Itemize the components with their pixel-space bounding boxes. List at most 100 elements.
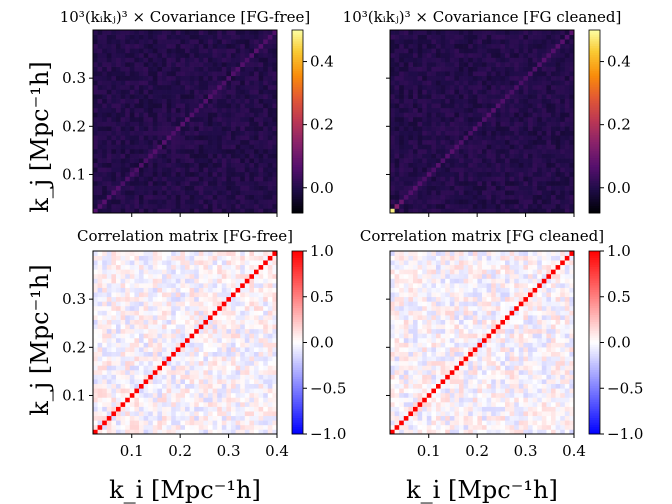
heatmap-cell [102,283,108,288]
heatmap-cell [417,144,423,150]
heatmap-cell [139,269,144,275]
heatmap-cell [532,62,538,67]
heatmap-cell [221,397,227,403]
heatmap-cell [194,139,200,145]
heatmap-cell [97,264,103,270]
heatmap-cell [120,80,126,86]
diagonal-cell [240,283,246,288]
heatmap-cell [134,135,140,141]
heatmap-cell [514,162,520,168]
heatmap-cell [139,315,144,320]
heatmap-cell [120,167,126,173]
heatmap-cell [495,176,501,182]
heatmap-cell [445,112,451,118]
heatmap-cell [244,273,250,279]
heatmap-cell [564,153,570,159]
heatmap-cell [97,420,103,426]
heatmap-cell [212,71,218,77]
heatmap-cell [249,34,255,40]
heatmap-cell [463,80,469,86]
heatmap-cell [440,203,446,209]
heatmap-cell [106,328,112,334]
heatmap-cell [546,180,552,186]
heatmap-cell [139,144,144,150]
heatmap-cell [500,71,506,77]
heatmap-cell [203,273,209,279]
heatmap-cell [272,43,278,49]
heatmap-cell [106,251,112,256]
heatmap-cell [198,171,204,177]
heatmap-cell [240,116,246,122]
heatmap-cell [97,180,103,186]
heatmap-cell [244,424,250,430]
heatmap-cell [263,80,269,86]
heatmap-cell [157,360,163,366]
heatmap-cell [240,269,246,275]
heatmap-cell [221,98,227,104]
colorbar-tick-label: 0.0 [607,179,631,197]
heatmap-cell [93,260,98,266]
heatmap-cell [198,203,204,209]
heatmap-cell [226,71,232,77]
heatmap-cell [408,71,414,77]
heatmap-cell [217,34,223,40]
heatmap-cell [111,130,117,136]
heatmap-cell [555,89,561,95]
heatmap-cell [217,369,223,375]
diagonal-cell [267,34,273,40]
heatmap-cell [235,273,241,279]
heatmap-cell [551,84,556,90]
heatmap-cell [244,162,250,168]
heatmap-cell [134,411,140,417]
heatmap-cell [102,369,108,375]
heatmap-cell [111,406,117,412]
heatmap-cell [426,203,432,209]
heatmap-cell [254,199,259,205]
heatmap-cell [500,89,506,95]
colorbar-segment [292,34,303,38]
heatmap-cell [226,180,232,186]
heatmap-cell [249,360,255,366]
heatmap-cell [532,94,538,99]
heatmap-cell [116,292,121,298]
heatmap-cell [185,283,190,288]
heatmap-cell [139,203,144,209]
heatmap-cell [171,162,177,168]
heatmap-cell [106,264,112,270]
heatmap-cell [166,296,172,302]
heatmap-cell [106,420,112,426]
heatmap-cell [180,98,186,104]
heatmap-cell [125,401,131,407]
heatmap-cell [139,34,144,40]
heatmap-cell [272,158,278,164]
heatmap-cell [93,48,98,54]
heatmap-cell [102,388,108,394]
heatmap-cell [569,34,575,40]
heatmap-cell [139,255,144,261]
heatmap-cell [194,203,200,209]
heatmap-cell [189,337,195,343]
heatmap-cell [157,112,163,118]
heatmap-cell [152,43,158,49]
heatmap-cell [267,185,273,191]
heatmap-cell [263,365,269,371]
heatmap-cell [254,66,259,72]
heatmap-cell [148,328,154,334]
heatmap-cell [152,199,158,205]
heatmap-cell [97,162,103,168]
heatmap-cell [240,401,246,407]
heatmap-cell [390,71,395,77]
diagonal-cell [97,424,103,430]
heatmap-cell [97,301,103,307]
heatmap-cell [134,43,140,49]
heatmap-cell [254,429,259,435]
heatmap-cell [212,148,218,154]
heatmap-cell [403,148,409,154]
colorbar-segment [292,98,303,102]
heatmap-cell [198,48,204,54]
heatmap-cell [422,84,428,90]
diagonal-cell [139,383,144,389]
heatmap-cell [390,121,395,127]
heatmap-cell [422,148,428,154]
heatmap-cell [537,52,543,58]
